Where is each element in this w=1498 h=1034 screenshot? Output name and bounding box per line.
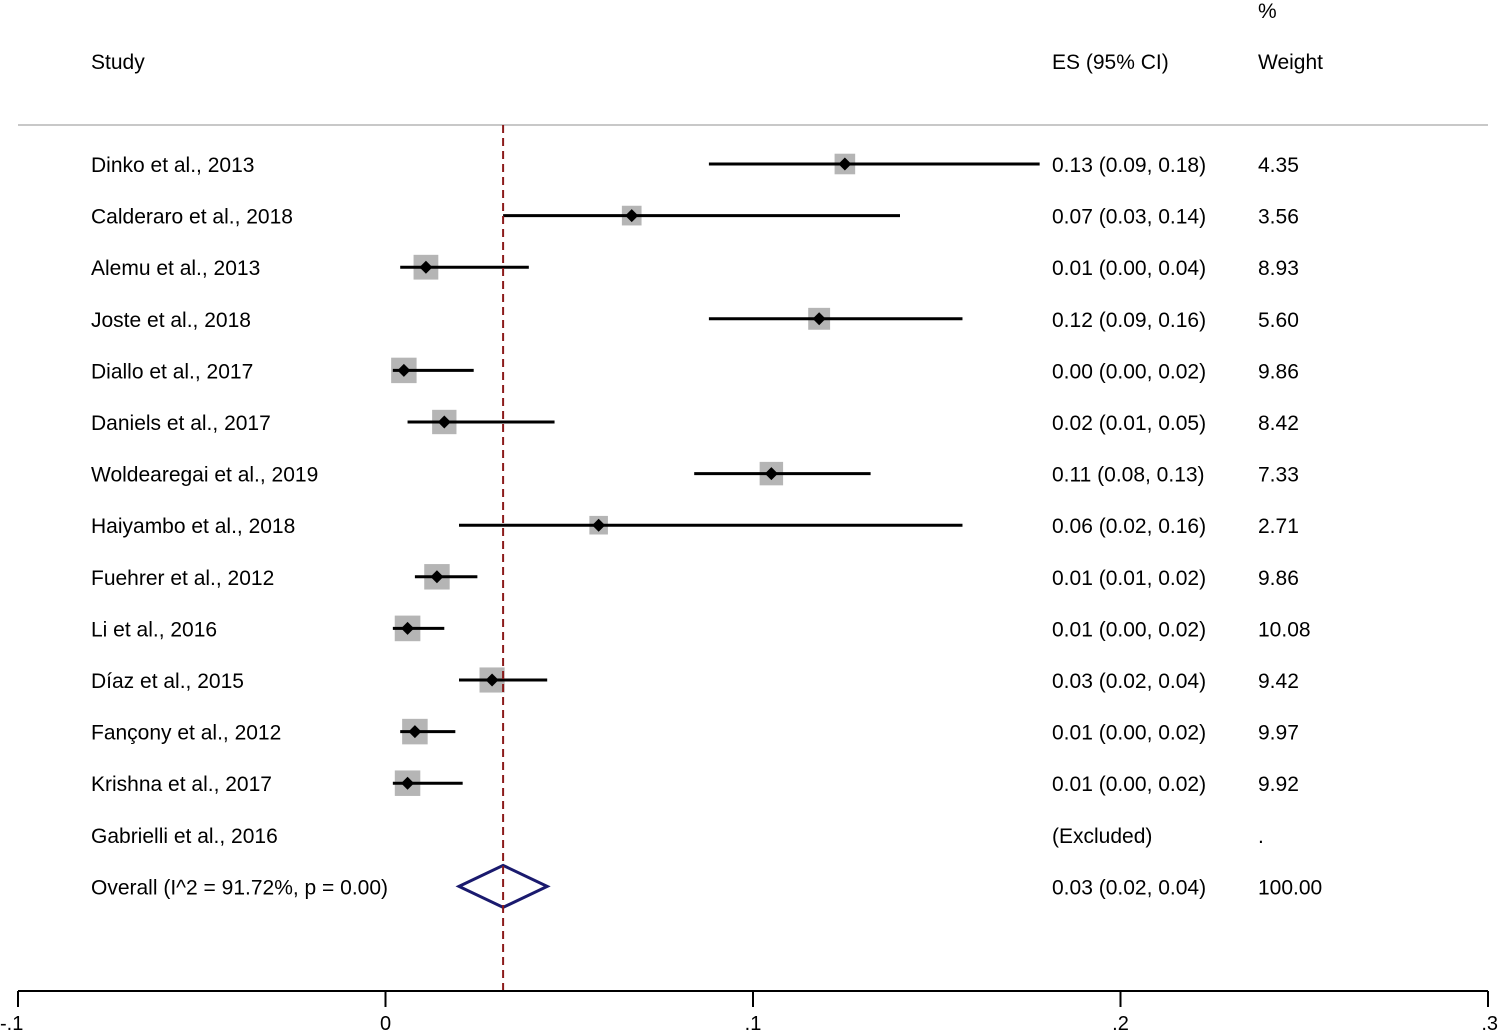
study-row: Haiyambo et al., 2018 0.06 (0.02, 0.16) 2.…	[91, 515, 1299, 538]
point-estimate	[625, 209, 639, 223]
study-label: Joste et al., 2018	[91, 309, 251, 332]
study-es-ci: (Excluded)	[1052, 825, 1152, 848]
study-es-ci: 0.02 (0.01, 0.05)	[1052, 412, 1206, 435]
overall-es-ci: 0.03 (0.02, 0.04)	[1052, 876, 1206, 899]
tick-label: .3	[1481, 1013, 1498, 1034]
study-weight: 4.35	[1258, 154, 1299, 177]
header-weight: Weight	[1258, 51, 1323, 74]
tick-label: .1	[745, 1013, 762, 1034]
study-weight: 9.42	[1258, 670, 1299, 693]
point-estimate	[838, 157, 852, 171]
study-row: Krishna et al., 2017 0.01 (0.00, 0.02) 9.9…	[91, 770, 1299, 796]
study-label: Fançony et al., 2012	[91, 722, 281, 745]
study-es-ci: 0.12 (0.09, 0.16)	[1052, 309, 1206, 332]
overall-row: Overall (I^2 = 91.72%, p = 0.00) 0.03 (0.…	[91, 863, 1322, 910]
study-row: Diallo et al., 2017 0.00 (0.00, 0.02) 9.86	[91, 357, 1299, 383]
study-es-ci: 0.01 (0.00, 0.02)	[1052, 618, 1206, 641]
study-row: Li et al., 2016 0.01 (0.00, 0.02) 10.08	[91, 615, 1311, 641]
study-weight: 9.86	[1258, 360, 1299, 383]
study-weight: 9.97	[1258, 722, 1299, 745]
study-es-ci: 0.01 (0.00, 0.02)	[1052, 722, 1206, 745]
study-es-ci: 0.00 (0.00, 0.02)	[1052, 360, 1206, 383]
study-label: Diallo et al., 2017	[91, 360, 253, 383]
study-es-ci: 0.03 (0.02, 0.04)	[1052, 670, 1206, 693]
study-label: Haiyambo et al., 2018	[91, 515, 295, 538]
point-estimate	[812, 312, 826, 326]
point-estimate	[485, 673, 499, 687]
tick-label: -.1	[0, 1013, 23, 1034]
overall-diamond	[455, 863, 551, 910]
study-es-ci: 0.07 (0.03, 0.14)	[1052, 206, 1206, 229]
overall-label: Overall (I^2 = 91.72%, p = 0.00)	[91, 876, 388, 899]
point-estimate	[401, 776, 415, 790]
header-weight-percent: %	[1258, 0, 1277, 23]
study-weight: .	[1258, 825, 1264, 848]
study-row: Gabrielli et al., 2016 (Excluded).	[91, 825, 1264, 848]
study-weight: 8.42	[1258, 412, 1299, 435]
study-es-ci: 0.01 (0.00, 0.02)	[1052, 773, 1206, 796]
study-row: Calderaro et al., 2018 0.07 (0.03, 0.14) 3…	[91, 206, 1299, 229]
point-estimate	[430, 570, 444, 584]
study-row: Díaz et al., 2015 0.03 (0.02, 0.04) 9.42	[91, 667, 1299, 693]
study-label: Gabrielli et al., 2016	[91, 825, 278, 848]
header-study: Study	[91, 51, 145, 74]
study-label: Woldearegai et al., 2019	[91, 464, 318, 487]
study-weight: 5.60	[1258, 309, 1299, 332]
study-es-ci: 0.13 (0.09, 0.18)	[1052, 154, 1206, 177]
point-estimate	[437, 415, 451, 429]
study-weight: 9.92	[1258, 773, 1299, 796]
tick-label: .2	[1112, 1013, 1129, 1034]
study-es-ci: 0.01 (0.01, 0.02)	[1052, 567, 1206, 590]
study-label: Díaz et al., 2015	[91, 670, 244, 693]
study-row: Joste et al., 2018 0.12 (0.09, 0.16) 5.60	[91, 307, 1299, 332]
x-axis: -.1 0 .1 .2 .3	[0, 990, 1498, 1034]
study-es-ci: 0.06 (0.02, 0.16)	[1052, 515, 1206, 538]
study-row: Fuehrer et al., 2012 0.01 (0.01, 0.02) 9.8…	[91, 564, 1299, 590]
study-weight: 9.86	[1258, 567, 1299, 590]
study-row: Dinko et al., 2013 0.13 (0.09, 0.18) 4.35	[91, 153, 1299, 177]
study-es-ci: 0.01 (0.00, 0.04)	[1052, 257, 1206, 280]
study-label: Krishna et al., 2017	[91, 773, 272, 796]
point-estimate	[419, 260, 433, 274]
study-weight: 3.56	[1258, 206, 1299, 229]
study-row: Daniels et al., 2017 0.02 (0.01, 0.05) 8.4…	[91, 409, 1299, 435]
study-rows: Dinko et al., 2013 0.13 (0.09, 0.18) 4.35 C…	[91, 153, 1311, 848]
overall-weight: 100.00	[1258, 876, 1322, 899]
study-row: Fançony et al., 2012 0.01 (0.00, 0.02) 9.9…	[91, 718, 1299, 745]
study-label: Alemu et al., 2013	[91, 257, 260, 280]
study-label: Dinko et al., 2013	[91, 154, 254, 177]
study-label: Li et al., 2016	[91, 618, 217, 641]
study-row: Alemu et al., 2013 0.01 (0.00, 0.04) 8.93	[91, 254, 1299, 280]
point-estimate	[408, 725, 422, 739]
point-estimate	[764, 467, 778, 481]
study-weight: 8.93	[1258, 257, 1299, 280]
point-estimate	[592, 518, 606, 532]
point-estimate	[401, 621, 415, 635]
study-weight: 2.71	[1258, 515, 1299, 538]
study-label: Calderaro et al., 2018	[91, 206, 293, 229]
study-es-ci: 0.11 (0.08, 0.13)	[1052, 464, 1205, 487]
study-weight: 7.33	[1258, 464, 1299, 487]
header-es-ci: ES (95% CI)	[1052, 51, 1169, 74]
study-weight: 10.08	[1258, 618, 1311, 641]
study-label: Fuehrer et al., 2012	[91, 567, 274, 590]
study-row: Woldearegai et al., 2019 0.11 (0.08, 0.13…	[91, 461, 1299, 487]
point-estimate	[397, 363, 411, 377]
tick-label: 0	[380, 1013, 391, 1034]
study-label: Daniels et al., 2017	[91, 412, 271, 435]
